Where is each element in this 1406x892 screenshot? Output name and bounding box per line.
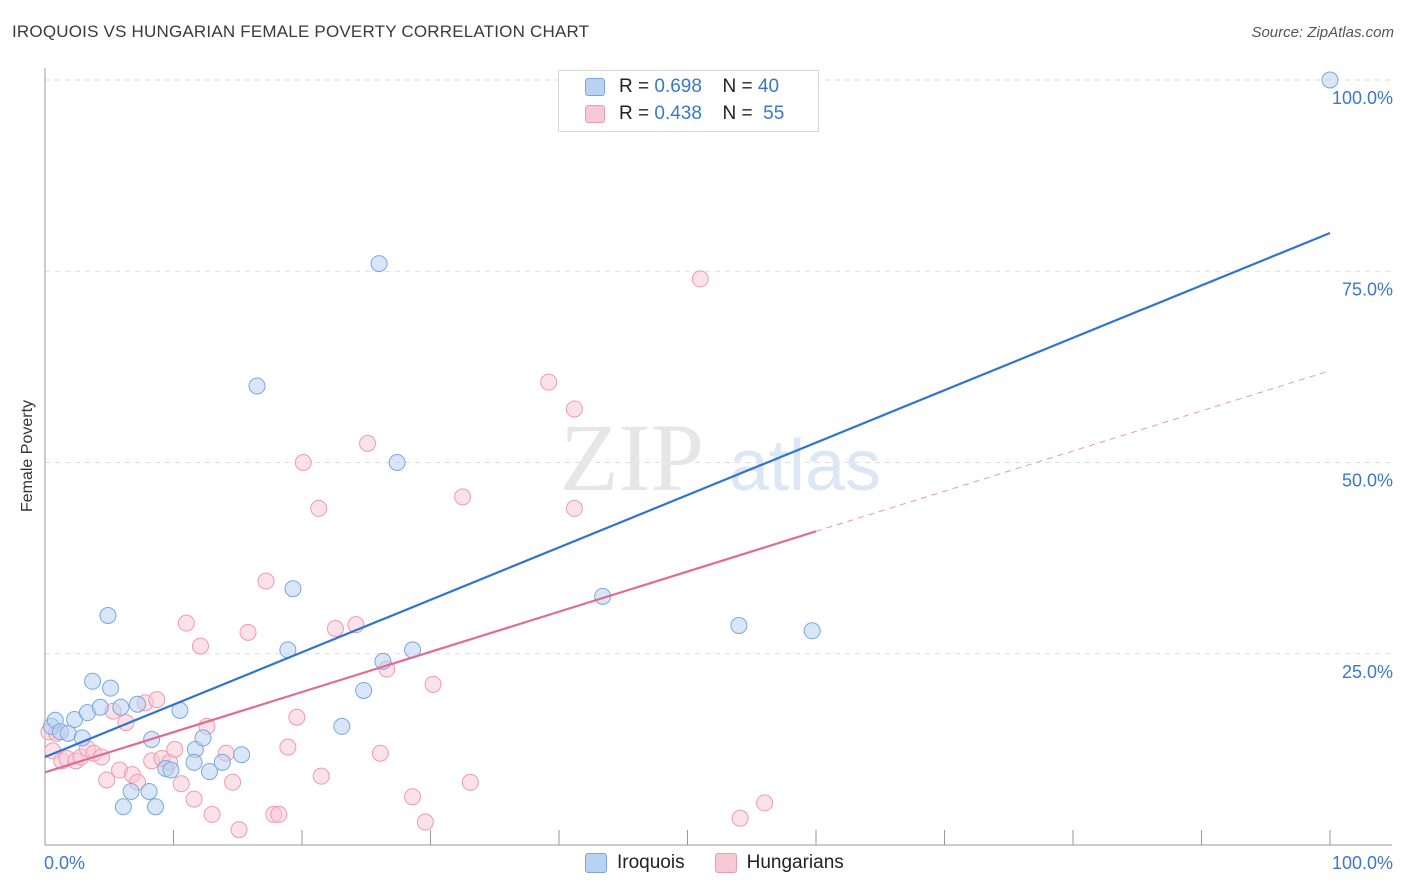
iroquois-point xyxy=(200,763,218,781)
hungarians-point xyxy=(279,738,297,756)
hungarians-trend-extension xyxy=(815,370,1331,532)
hungarians-trend-line xyxy=(44,530,817,774)
hungarians-point xyxy=(424,675,442,693)
iroquois-point xyxy=(803,622,821,640)
hungarians-point xyxy=(185,790,203,808)
hungarians-point xyxy=(359,434,377,452)
hungarians-point xyxy=(203,805,221,823)
hungarians-point xyxy=(310,499,328,517)
hungarians-point xyxy=(540,373,558,391)
hungarians-point xyxy=(270,805,288,823)
iroquois-point xyxy=(355,681,373,699)
iroquois-point xyxy=(114,798,132,816)
iroquois-point xyxy=(129,695,147,713)
iroquois-point xyxy=(730,616,748,634)
iroquois-point xyxy=(112,698,130,716)
iroquois-swatch xyxy=(585,78,605,96)
iroquois-point xyxy=(333,717,351,735)
bottom-legend: Iroquois Hungarians xyxy=(585,852,874,874)
legend-box: R = 0.698 N = 40 R = 0.438 N = 55 xyxy=(558,70,819,132)
hungarians-point xyxy=(404,788,422,806)
iroquois-point xyxy=(99,607,117,624)
y-tick-label: 25.0% xyxy=(1342,662,1393,682)
iroquois-point xyxy=(248,377,266,395)
legend-n-value: 55 xyxy=(763,103,785,124)
watermark-atlas: atlas xyxy=(729,426,881,506)
iroquois-point xyxy=(233,746,251,764)
hungarians-point xyxy=(288,708,306,726)
hungarians-point xyxy=(166,740,184,758)
y-tick-label: 100.0% xyxy=(1332,88,1393,108)
hungarians-point xyxy=(565,499,583,517)
hungarians-point xyxy=(294,454,312,471)
iroquois-point xyxy=(388,454,406,471)
hungarians-point xyxy=(454,488,472,506)
y-tick-label: 50.0% xyxy=(1342,471,1393,491)
hungarians-point xyxy=(756,794,774,812)
trend-lines xyxy=(44,231,1331,774)
hungarians-point xyxy=(691,270,709,288)
iroquois-point xyxy=(84,672,102,690)
hungarians-point xyxy=(224,773,242,791)
hungarians-point xyxy=(326,620,344,638)
chart-title: IROQUOIS VS HUNGARIAN FEMALE POVERTY COR… xyxy=(12,22,590,41)
hungarians-point xyxy=(731,809,749,827)
hungarians-swatch xyxy=(714,853,737,873)
y-tick-label: 75.0% xyxy=(1342,279,1393,299)
iroquois-point xyxy=(1321,71,1339,89)
legend-row-hungarians: R = 0.438 N = 55 xyxy=(585,102,784,126)
bottom-legend-hungarians: Hungarians xyxy=(714,852,844,874)
source-label: Source: ZipAtlas.com xyxy=(1251,24,1394,41)
iroquois-swatch xyxy=(585,853,607,873)
legend-r-value: 0.438 xyxy=(654,103,702,124)
iroquois-point xyxy=(370,255,388,273)
legend-n-value: 40 xyxy=(757,76,780,97)
hungarians-point xyxy=(312,767,330,785)
hungarians-point xyxy=(230,821,248,839)
legend-r-value: 0.698 xyxy=(654,76,702,97)
watermark: ZIP atlas xyxy=(560,404,881,511)
hungarians-point xyxy=(565,400,583,418)
iroquois-point xyxy=(185,753,203,771)
iroquois-point xyxy=(284,580,302,598)
legend-row-iroquois: R = 0.698 N = 40 xyxy=(585,75,779,99)
bottom-legend-iroquois: Iroquois xyxy=(585,852,685,874)
bottom-legend-label: Iroquois xyxy=(617,852,685,873)
hungarians-point xyxy=(416,813,434,831)
iroquois-trend-line xyxy=(44,231,1331,759)
legend-n-label: N = xyxy=(722,103,753,124)
axes xyxy=(44,68,1392,846)
hungarians-point xyxy=(98,771,116,789)
iroquois-points xyxy=(42,71,1339,816)
watermark-zip: ZIP xyxy=(560,404,704,511)
iroquois-point xyxy=(194,729,212,747)
iroquois-point xyxy=(147,798,165,816)
hungarians-point xyxy=(371,744,389,762)
hungarians-point xyxy=(148,691,166,709)
iroquois-point xyxy=(213,753,231,771)
bottom-legend-label: Hungarians xyxy=(746,852,844,873)
grid-lines xyxy=(45,79,1392,655)
hungarians-points xyxy=(40,270,774,839)
x-tick-label: 0.0% xyxy=(44,853,85,873)
iroquois-point xyxy=(140,782,158,800)
iroquois-point xyxy=(122,782,140,800)
iroquois-point xyxy=(162,761,180,779)
legend-n-label: N = xyxy=(722,76,753,97)
x-tick-label: 100.0% xyxy=(1332,853,1393,873)
hungarians-point xyxy=(172,775,190,793)
legend-r-label: R = xyxy=(619,103,650,124)
hungarians-swatch xyxy=(585,105,605,123)
legend-r-label: R = xyxy=(619,76,650,97)
hungarians-point xyxy=(177,614,195,632)
iroquois-point xyxy=(102,679,120,697)
hungarians-point xyxy=(257,572,275,590)
hungarians-point xyxy=(461,773,479,791)
iroquois-point xyxy=(91,698,109,716)
hungarians-point xyxy=(191,637,209,655)
hungarians-point xyxy=(239,623,257,641)
tick-labels: 25.0% 50.0% 75.0% 100.0% 0.0% 100.0% xyxy=(44,88,1393,873)
